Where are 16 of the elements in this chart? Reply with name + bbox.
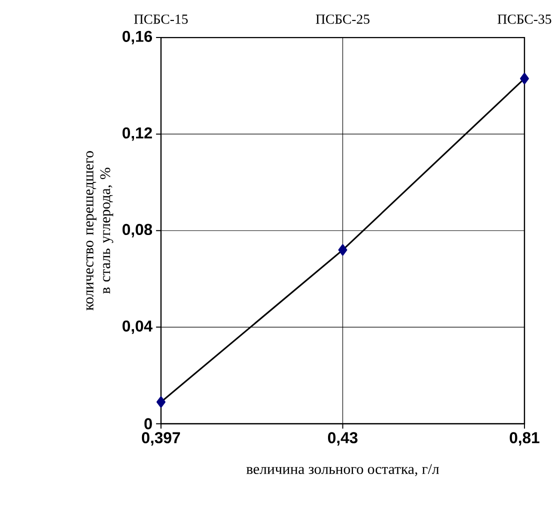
text: ПСБС-25 [316, 14, 370, 24]
text: ПСБС-15 [134, 14, 188, 24]
point [338, 244, 348, 256]
x-tick-label: 0,81 [510, 432, 540, 446]
x-tick-label: 0,397 [142, 432, 180, 446]
point [156, 396, 166, 408]
x-axis-title: величина зольного остатка, г/л [246, 464, 439, 476]
y-tick-label: 0 [144, 418, 152, 430]
y-tick-label: 0,12 [122, 128, 152, 141]
y-tick-label: 0,16 [122, 30, 152, 44]
point [520, 72, 529, 84]
y-tick-label: 0,04 [122, 320, 152, 334]
text: ПСБС-35 [498, 14, 552, 24]
y-tick-label: 0,08 [122, 224, 152, 238]
x-tick-label: 0,43 [328, 432, 358, 446]
y-axis-title: количество перешедшего в сталь углерода, % [86, 151, 114, 310]
